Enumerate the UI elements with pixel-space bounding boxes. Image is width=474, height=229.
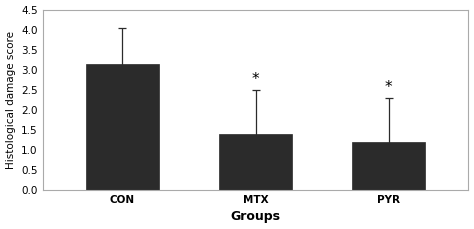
Bar [219,134,292,190]
Bar [352,142,425,190]
Text: *: * [385,80,392,95]
X-axis label: Groups: Groups [230,210,281,224]
Text: *: * [252,71,259,87]
Y-axis label: Histological damage score: Histological damage score [6,31,16,169]
Bar [86,64,159,190]
